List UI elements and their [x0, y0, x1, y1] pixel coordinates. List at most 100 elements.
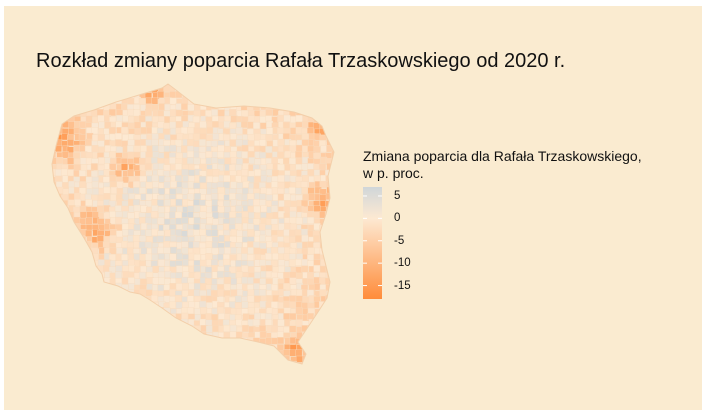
municipality-cell: [56, 230, 64, 238]
municipality-cell: [140, 85, 148, 93]
municipality-cell: [156, 314, 164, 322]
municipality-cell: [44, 157, 51, 164]
municipality-cell: [114, 205, 122, 213]
municipality-cell: [56, 212, 64, 220]
municipality-cell: [235, 139, 243, 147]
municipality-cell: [169, 144, 177, 152]
municipality-cell: [73, 84, 81, 88]
municipality-cell: [62, 223, 70, 231]
map-title: Rozkład zmiany poparcia Rafała Trzaskows…: [36, 50, 566, 72]
municipality-cell: [289, 91, 297, 99]
municipality-cell: [289, 86, 297, 94]
municipality-cell: [247, 92, 255, 100]
municipality-cell: [56, 344, 64, 352]
municipality-cell: [92, 338, 100, 346]
municipality-cell: [236, 97, 244, 105]
municipality-cell: [44, 261, 51, 268]
municipality-cell: [74, 300, 82, 308]
municipality-cell: [258, 356, 266, 364]
municipality-cell: [181, 181, 189, 189]
municipality-cell: [320, 97, 328, 105]
municipality-cell: [282, 355, 290, 363]
municipality-cell: [289, 210, 297, 218]
municipality-cell: [74, 104, 82, 112]
municipality-cell: [86, 361, 94, 364]
municipality-cell: [152, 368, 159, 370]
municipality-cell: [80, 288, 88, 296]
municipality-cell: [217, 306, 224, 314]
legend-title: Zmiana poparcia dla Rafała Trzaskowskieg…: [363, 148, 642, 182]
municipality-cell: [284, 361, 292, 364]
municipality-cell: [193, 84, 201, 87]
municipality-cell: [139, 84, 146, 88]
municipality-cell: [338, 285, 344, 292]
municipality-cell: [144, 253, 152, 261]
municipality-cell: [301, 186, 309, 194]
municipality-cell: [164, 326, 172, 333]
municipality-cell: [324, 236, 332, 244]
municipality-cell: [44, 194, 50, 201]
municipality-cell: [61, 307, 69, 315]
municipality-cell: [109, 290, 117, 298]
municipality-cell: [60, 349, 68, 357]
municipality-cell: [44, 200, 50, 207]
municipality-cell: [52, 290, 58, 298]
municipality-cell: [55, 169, 62, 177]
municipality-cell: [67, 223, 75, 231]
municipality-cell: [67, 91, 75, 99]
municipality-cell: [68, 349, 76, 357]
municipality-cell: [301, 104, 309, 111]
municipality-cell: [324, 313, 332, 321]
municipality-cell: [52, 349, 56, 357]
municipality-cell: [332, 283, 334, 291]
municipality-cell: [194, 344, 202, 352]
municipality-cell: [45, 97, 52, 104]
municipality-cell: [139, 216, 147, 224]
municipality-cell: [193, 282, 201, 290]
municipality-cell: [230, 181, 238, 189]
municipality-cell: [175, 325, 183, 333]
municipality-cell: [139, 278, 147, 286]
municipality-cell: [272, 253, 280, 260]
municipality-cell: [68, 355, 75, 363]
municipality-cell: [52, 277, 57, 285]
municipality-cell: [181, 169, 189, 176]
municipality-cell: [110, 313, 118, 321]
municipality-cell: [331, 302, 334, 310]
municipality-cell: [90, 362, 98, 364]
municipality-cell: [91, 343, 99, 351]
municipality-cell: [133, 204, 141, 212]
municipality-cell: [103, 326, 111, 333]
municipality-cell: [241, 144, 249, 152]
municipality-cell: [74, 271, 82, 279]
municipality-cell: [325, 116, 333, 124]
municipality-cell: [169, 211, 176, 219]
municipality-cell: [254, 176, 262, 184]
municipality-cell: [278, 84, 286, 88]
municipality-cell: [229, 122, 237, 130]
municipality-cell: [295, 319, 303, 327]
colorbar-ticks: [363, 195, 382, 287]
municipality-cell: [247, 344, 255, 351]
municipality-cell: [223, 175, 231, 183]
municipality-cell: [116, 114, 124, 122]
municipality-cell: [277, 175, 285, 183]
municipality-cell: [326, 361, 334, 364]
municipality-cell: [78, 259, 86, 267]
municipality-cell: [259, 199, 267, 207]
municipality-cell: [186, 157, 194, 165]
municipality-cell: [115, 349, 123, 357]
municipality-cell: [224, 343, 232, 351]
municipality-cell: [104, 361, 112, 364]
municipality-cell: [62, 290, 70, 298]
municipality-cell: [134, 128, 142, 136]
municipality-cell: [92, 92, 100, 100]
municipality-cell: [44, 255, 50, 262]
municipality-cell: [337, 350, 344, 357]
municipality-cell: [74, 259, 82, 267]
municipality-cell: [206, 86, 213, 94]
municipality-cell: [61, 332, 69, 340]
municipality-cell: [264, 313, 272, 321]
municipality-cell: [79, 362, 87, 364]
municipality-cell: [223, 338, 231, 346]
